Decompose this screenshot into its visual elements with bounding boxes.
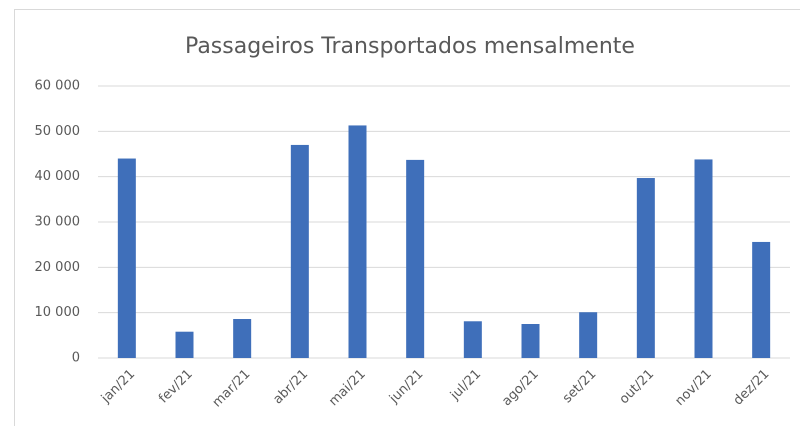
y-tick-label: 40 000	[35, 169, 81, 184]
bar	[521, 324, 540, 358]
bar	[348, 125, 367, 358]
bar	[117, 158, 136, 358]
y-tick-label: 0	[72, 351, 80, 366]
bar	[579, 312, 598, 358]
y-tick-label: 10 000	[35, 305, 81, 320]
chart-title: Passageiros Transportados mensalmente	[185, 34, 635, 59]
bar	[290, 144, 309, 358]
bar	[752, 241, 771, 358]
bar	[694, 159, 713, 358]
bar	[636, 178, 655, 358]
y-tick-label: 20 000	[35, 260, 81, 275]
bar	[175, 331, 194, 358]
bar	[463, 321, 482, 358]
y-tick-label: 30 000	[35, 215, 81, 230]
bar	[406, 159, 425, 358]
y-tick-label: 50 000	[35, 124, 81, 139]
y-tick-label: 60 000	[35, 79, 81, 94]
bar	[233, 319, 252, 358]
